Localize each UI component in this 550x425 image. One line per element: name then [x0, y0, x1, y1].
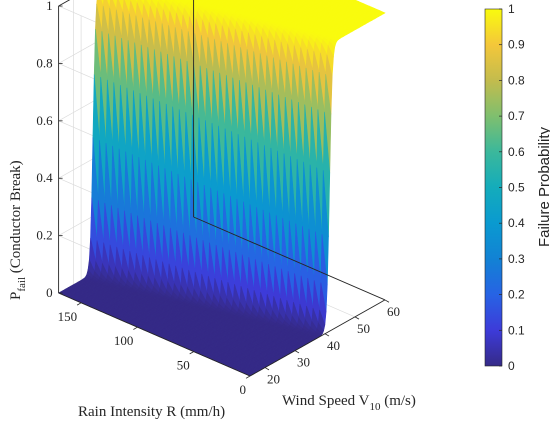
colorbar-tick-label: 0.9 [508, 38, 525, 52]
z-tick-label: 0.4 [36, 170, 53, 185]
y-tick-mark [133, 326, 138, 330]
colorbar-tick-label: 0.3 [508, 252, 525, 266]
y-axis-label: Rain Intensity R (mm/h) [78, 404, 225, 420]
y-tick-mark [189, 351, 194, 355]
colorbar-tick-label: 0.1 [508, 323, 525, 337]
x-tick-mark [324, 333, 330, 337]
y-tick-mark [76, 302, 82, 306]
x-tick-mark [264, 367, 270, 371]
x-axis-line [249, 299, 386, 377]
x-tick-label: 30 [297, 355, 310, 370]
z-tick-label: 0.2 [36, 228, 52, 243]
axes-frame [58, 0, 386, 377]
y-tick-label: 150 [58, 309, 78, 324]
colorbar-ticks: 0 0.1 0.2 0.3 0.4 0.5 0.6 0.7 0.8 0.9 1 [499, 2, 525, 373]
z-tick-label: 0.8 [36, 55, 52, 70]
colorbar-tick-label: 1 [508, 2, 515, 16]
x-tick-label: 20 [267, 372, 280, 387]
y-tick-mark [245, 375, 251, 379]
y-axis-line [58, 292, 251, 377]
tick-labels: 20 30 40 50 60 0 50 100 150 0 0.2 0.4 0.6 0.8 1 [36, 0, 400, 397]
colorbar-tick-label: 0.5 [508, 181, 525, 195]
y-tick-label: 0 [240, 382, 247, 397]
y-tick-label: 100 [114, 333, 134, 348]
y-tick-label: 50 [177, 358, 190, 373]
colorbar-tick-label: 0 [508, 359, 515, 373]
z-axis-label: Pfail (Conductor Break) [8, 160, 28, 300]
z-tick-label: 0.6 [36, 113, 53, 128]
x-tick-mark [384, 299, 390, 303]
x-tick-label: 40 [327, 338, 340, 353]
x-axis-label: Wind Speed V10 (m/s) [282, 393, 416, 413]
z-tick-label: 0 [46, 285, 53, 300]
colorbar-label: Failure Probability [536, 126, 550, 247]
colorbar-tick-label: 0.2 [508, 288, 525, 302]
surface-plot [57, 0, 386, 377]
z-tick-label: 1 [46, 0, 53, 13]
colorbar-tick-label: 0.4 [508, 216, 525, 230]
colorbar-tick-label: 0.7 [508, 109, 525, 123]
x-tick-mark [354, 316, 360, 320]
colorbar-tick-label: 0.6 [508, 145, 525, 159]
x-tick-mark [294, 350, 300, 354]
colorbar-tick-label: 0.8 [508, 73, 525, 87]
x-tick-label: 60 [387, 304, 400, 319]
x-tick-label: 50 [357, 321, 370, 336]
floor-right-edge [193, 216, 386, 301]
